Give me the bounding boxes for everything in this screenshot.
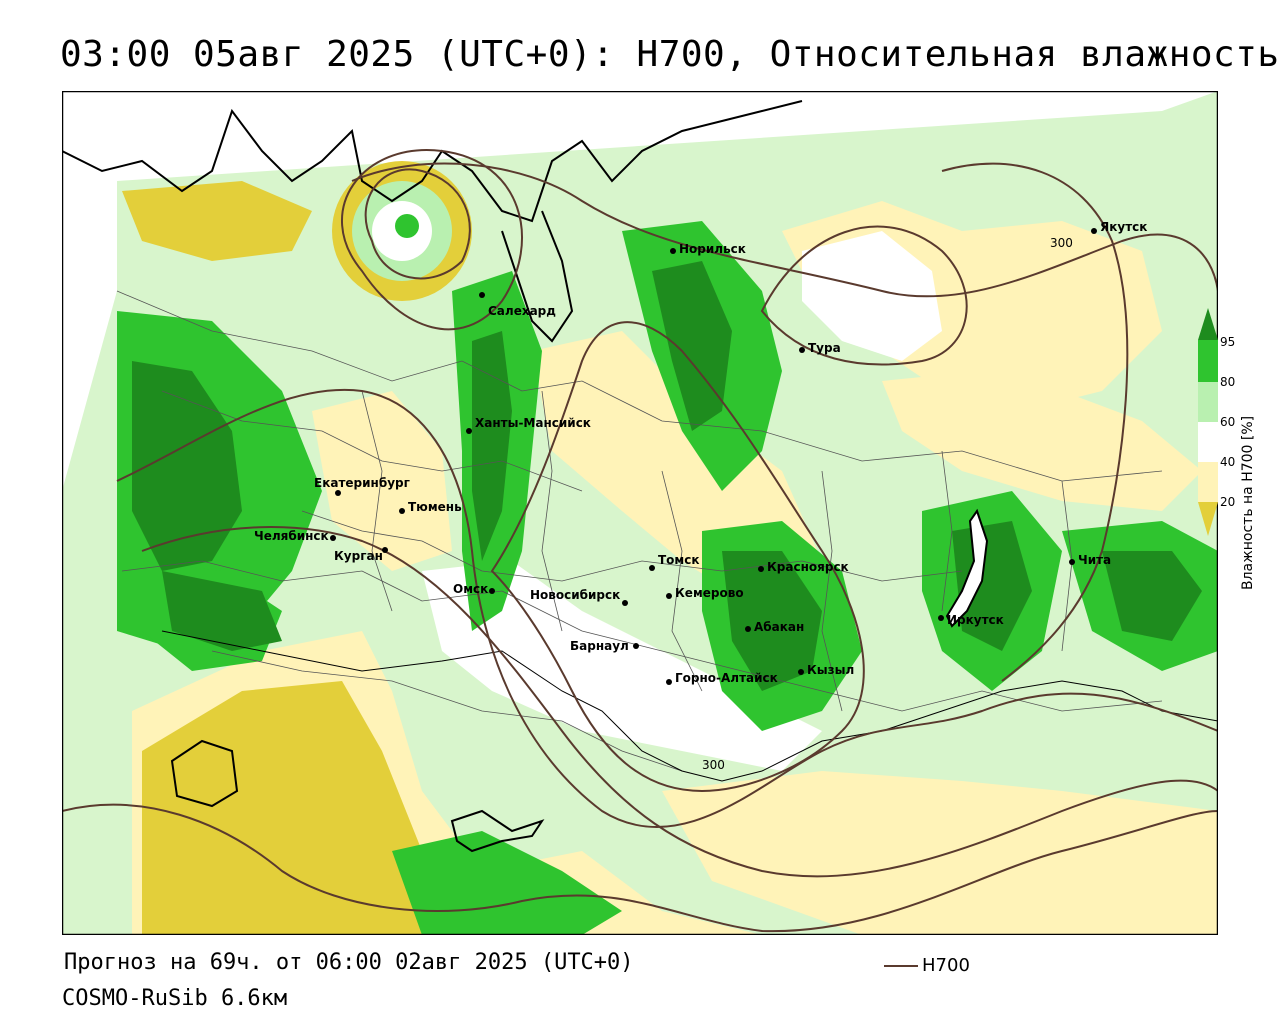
city-dot-ekaterinburg [335, 490, 341, 496]
city-label-gorno: Горно-Алтайск [675, 671, 778, 685]
contour-legend-label: H700 [922, 955, 970, 976]
colorbar-band-20-40 [1198, 462, 1218, 502]
city-dot-tyumen [399, 508, 405, 514]
city-label-krasnoyarsk: Красноярск [767, 560, 849, 574]
forecast-info: Прогноз на 69ч. от 06:00 02авг 2025 (UTC… [64, 950, 634, 975]
map-title: 03:00 05авг 2025 (UTC+0): H700, Относите… [60, 34, 1280, 75]
colorbar-tick-95: 95 [1220, 335, 1235, 349]
city-dot-novosibirsk [622, 600, 628, 606]
colorbar-title: Влажность на H700 [%] [1240, 415, 1256, 590]
city-label-omsk: Омск [453, 582, 488, 596]
humidity-area-wet-krasnoyarsk [722, 551, 822, 691]
colorbar-tick-40: 40 [1220, 455, 1235, 469]
colorbar-band-80-95 [1198, 340, 1218, 382]
h700-contours [62, 149, 1218, 933]
city-dot-kyzyl [798, 669, 804, 675]
colorbar-tick-80: 80 [1220, 375, 1235, 389]
admin-borders [116, 290, 1163, 772]
model-name: COSMO-RuSib 6.6км [62, 986, 288, 1011]
colorbar-bottom-arrow [1198, 502, 1218, 536]
colorbar-band-40-60 [1198, 422, 1218, 462]
city-dot-tura [799, 347, 805, 353]
lake-baikal [945, 508, 989, 628]
cyclone-core [395, 214, 419, 238]
city-label-kurgan: Курган [334, 549, 383, 563]
city-dot-kurgan [382, 547, 388, 553]
city-dot-tomsk [649, 565, 655, 571]
city-label-yakutsk: Якутск [1100, 220, 1147, 234]
humidity-map: 300 300 Якутск Норильск [62, 91, 1218, 935]
city-label-khanty: Ханты-Мансийск [475, 416, 591, 430]
map-frame [62, 91, 1218, 935]
city-dot-chelyabinsk [330, 535, 336, 541]
city-dot-chita [1069, 559, 1075, 565]
city-dot-yakutsk [1091, 228, 1097, 234]
humidity-area-wet-chita [1102, 551, 1202, 641]
city-markers [330, 228, 1097, 685]
coastline-yamal [501, 210, 574, 343]
humidity-area-wet-baikal [952, 521, 1032, 651]
contour-label-300-north: 300 [1050, 236, 1073, 250]
city-label-abakan: Абакан [754, 620, 804, 634]
city-dot-khanty [466, 428, 472, 434]
colorbar-tick-60: 60 [1220, 415, 1235, 429]
colorbar: 95 80 60 40 20 [1198, 308, 1235, 536]
city-dot-irkutsk [938, 615, 944, 621]
humidity-area-wet-ob [472, 331, 512, 561]
city-label-ekaterinburg: Екатеринбург [314, 476, 410, 490]
city-dot-abakan [745, 626, 751, 632]
country-border-south [161, 630, 1218, 782]
lake-balkhash [450, 809, 545, 853]
colorbar-top-arrow [1198, 308, 1218, 340]
humidity-area-dry-east [882, 371, 1202, 511]
humidity-area-moist-south [392, 831, 622, 935]
city-dot-salekhard [479, 292, 485, 298]
colorbar-tick-20: 20 [1220, 495, 1235, 509]
city-label-tyumen: Тюмень [408, 500, 462, 514]
city-dot-barnaul [633, 643, 639, 649]
lake-aral [170, 739, 239, 808]
colorbar-band-60-80 [1198, 382, 1218, 422]
contour-label-300-south: 300 [702, 758, 725, 772]
city-label-chita: Чита [1078, 553, 1111, 567]
city-label-tura: Тура [808, 341, 841, 355]
city-dot-omsk [489, 588, 495, 594]
city-dot-kemerovo [666, 593, 672, 599]
city-label-irkutsk: Иркутск [947, 613, 1004, 627]
city-dot-krasnoyarsk [758, 566, 764, 572]
contour-legend-swatch [884, 965, 918, 967]
humidity-area-dry-south [662, 771, 1218, 935]
city-label-novosibirsk: Новосибирск [530, 588, 620, 602]
humidity-area-mid-center [422, 561, 822, 771]
city-label-chelyabinsk: Челябинск [254, 529, 329, 543]
city-label-norilsk: Норильск [679, 242, 746, 256]
coastline-north [62, 100, 803, 223]
city-label-barnaul: Барнаул [570, 639, 629, 653]
city-label-salekhard: Салехард [488, 304, 556, 318]
city-label-tomsk: Томск [658, 553, 700, 567]
city-dot-norilsk [670, 248, 676, 254]
city-labels: Якутск Норильск Салехард Тура Ханты-Манс… [254, 220, 1147, 685]
humidity-area-wet-west [132, 361, 242, 571]
humidity-area-wet-south [162, 571, 282, 651]
city-label-kyzyl: Кызыл [807, 663, 854, 677]
contour-legend: H700 [884, 955, 970, 976]
humidity-area-mid-north [802, 231, 942, 361]
city-label-kemerovo: Кемерово [675, 586, 744, 600]
humidity-area-verydry-sw [142, 681, 482, 935]
humidity-area-dry-nw [122, 181, 312, 261]
city-dot-gorno [666, 679, 672, 685]
